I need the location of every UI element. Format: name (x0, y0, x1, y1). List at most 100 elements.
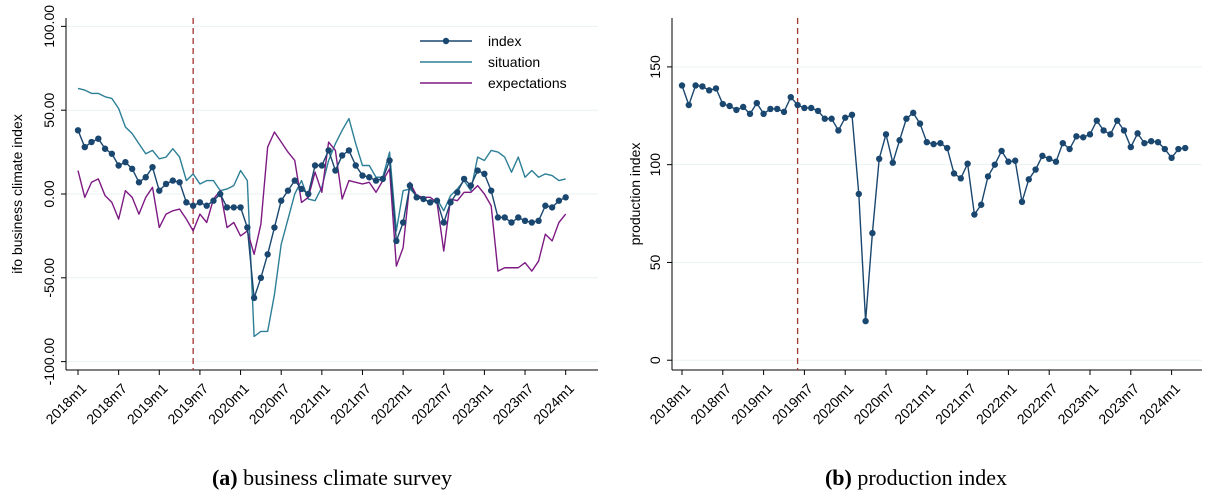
data-point (882, 131, 890, 138)
data-point (494, 214, 502, 221)
y-tick-label: 50 (647, 254, 663, 270)
data-point (1182, 144, 1189, 152)
data-point (142, 174, 149, 181)
data-point (1148, 138, 1155, 145)
data-point (427, 199, 434, 206)
data-point (379, 175, 386, 183)
legend-label-index: index (488, 33, 521, 49)
gridlines-b (672, 66, 1202, 361)
data-point (135, 179, 143, 186)
data-point (244, 224, 251, 231)
data-point (848, 111, 856, 119)
gridlines-a (66, 25, 598, 363)
data-point (1134, 130, 1141, 137)
data-point (1032, 166, 1039, 173)
data-point (223, 204, 231, 211)
data-point (950, 170, 958, 177)
data-point (1175, 145, 1182, 153)
x-tick-label: 2022m7 (408, 380, 455, 427)
data-point (719, 100, 726, 108)
data-point (1073, 133, 1080, 140)
x-tick-label: 2018m7 (687, 380, 734, 427)
x-tick-label: 2021m1 (891, 380, 938, 427)
caption-a: (a) business climate survey (212, 465, 452, 490)
data-point (189, 202, 197, 209)
data-point (835, 127, 842, 134)
legend-a: index situation expectations (420, 33, 567, 91)
series-a (74, 87, 569, 338)
data-point (889, 159, 896, 166)
data-point (528, 219, 536, 226)
data-point (487, 187, 495, 194)
data-point (984, 173, 992, 180)
data-point (108, 150, 116, 157)
y-ticks-b: 150 100 50 0 (647, 55, 672, 364)
data-point (1168, 154, 1175, 162)
data-point (515, 214, 522, 221)
data-point (386, 157, 393, 164)
x-tick-label: 2019m1 (124, 380, 171, 427)
data-point (81, 143, 88, 151)
y-ticks-a: 100.00 50.00 0.00 -50.00 -100.00 (41, 5, 66, 386)
x-tick-label: 2018m7 (83, 380, 130, 427)
legend-label-situation: situation (488, 54, 540, 70)
data-point (821, 115, 828, 122)
x-tick-label: 2021m1 (286, 380, 333, 427)
data-point (733, 106, 740, 114)
data-point (876, 155, 883, 162)
y-tick-label: 100 (647, 153, 663, 177)
data-point (440, 219, 447, 226)
data-point (433, 197, 441, 204)
data-point (372, 177, 380, 184)
legend-label-expectations: expectations (488, 75, 567, 91)
data-point (910, 109, 917, 117)
data-point (685, 101, 692, 109)
data-point (842, 114, 849, 121)
data-point (447, 199, 454, 206)
x-tick-label: 2020m1 (205, 380, 252, 427)
x-tick-label: 2024m1 (530, 380, 577, 427)
data-point (794, 101, 801, 109)
x-tick-label: 2023m1 (449, 380, 496, 427)
y-axis-label-a: ifo business climate index (9, 114, 25, 274)
x-ticks-b: 2018m12018m72019m12019m72020m12020m72021… (646, 370, 1183, 427)
data-point (828, 115, 835, 122)
data-point (196, 199, 204, 206)
data-point (1127, 143, 1135, 151)
data-point (128, 165, 136, 173)
plot-area-b (672, 18, 1202, 370)
data-point (1012, 157, 1019, 164)
data-point (978, 201, 985, 208)
data-point (706, 87, 713, 94)
data-point (774, 105, 781, 113)
data-point (998, 147, 1005, 155)
data-point (325, 147, 332, 154)
data-point (210, 197, 217, 204)
x-tick-label: 2019m1 (728, 380, 775, 427)
data-point (740, 103, 747, 111)
caption-a-text: business climate survey (238, 465, 452, 490)
data-point (780, 108, 788, 116)
data-point (338, 152, 346, 159)
y-tick-label: -100.00 (41, 338, 57, 386)
x-tick-label: 2018m1 (646, 380, 693, 427)
series-b (678, 82, 1189, 325)
caption-b-text: production index (852, 465, 1007, 490)
data-point (787, 94, 794, 101)
caption-b: (b) production index (825, 465, 1007, 490)
data-point (305, 190, 312, 198)
data-point (678, 82, 686, 89)
legend-marker-index (442, 37, 450, 45)
data-point (814, 107, 822, 115)
data-point (257, 274, 265, 282)
data-point (332, 167, 339, 174)
data-point (896, 137, 903, 144)
data-point (562, 194, 569, 201)
data-point (454, 189, 461, 196)
data-point (1046, 155, 1053, 162)
data-point (548, 204, 556, 211)
data-point (176, 179, 183, 186)
data-point (1025, 176, 1033, 183)
data-point (1114, 117, 1121, 124)
